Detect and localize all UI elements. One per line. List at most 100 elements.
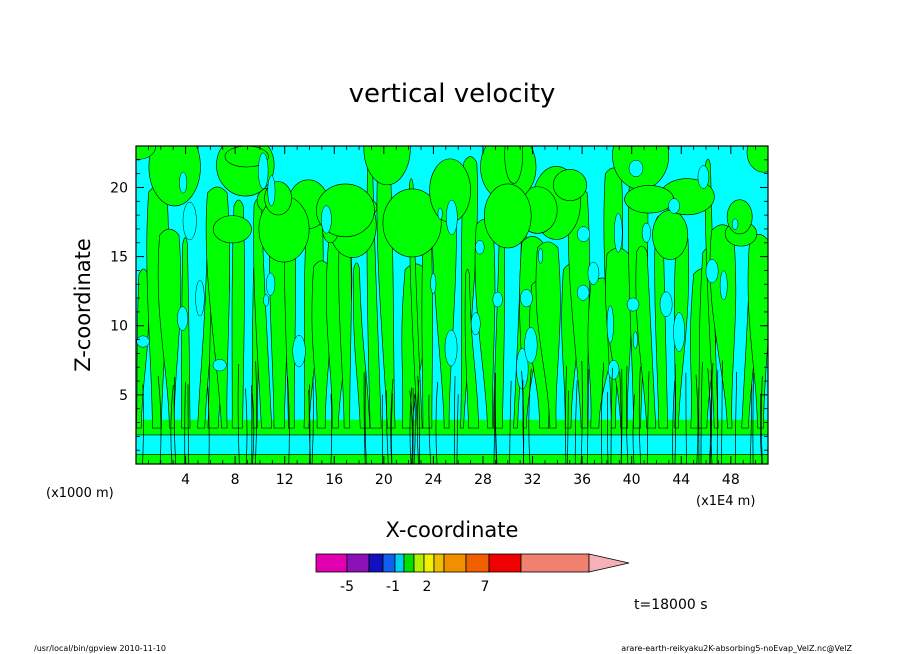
colorbar-tick-label: 7: [481, 579, 490, 595]
footer-right: arare-earth-reikyaku2K-absorbing5-noEvap…: [621, 644, 852, 653]
colorbar-swatch: [520, 553, 590, 573]
contour-line: [760, 376, 763, 464]
contour-line: [417, 375, 420, 464]
colorbar-swatch: [346, 553, 370, 573]
contour-line: [606, 391, 609, 464]
x-tick-label: 20: [375, 472, 393, 488]
colorbar-arrow: [588, 553, 630, 573]
upper-updraft-patch: [624, 185, 674, 214]
updraft-plume: [421, 226, 433, 429]
upper-updraft-patch: [652, 210, 689, 260]
plot-frame: [135, 145, 769, 465]
colorbar-swatch: [488, 553, 522, 573]
chart-title: vertical velocity: [349, 79, 556, 109]
colorbar-swatch: [433, 553, 445, 573]
downdraft-cell: [576, 226, 591, 242]
downdraft-cell: [576, 284, 590, 301]
downdraft-cell: [697, 165, 710, 189]
x-tick-label: 28: [474, 472, 492, 488]
colorbar-swatch: [413, 553, 425, 573]
contour-line: [308, 389, 311, 464]
colorbar-tick-label: -5: [340, 579, 354, 595]
contour-line: [311, 376, 314, 464]
contour-line: [391, 393, 393, 464]
colorbar-swatch: [443, 553, 467, 573]
time-label: t=18000 s: [634, 597, 708, 613]
x-axis-label: X-coordinate: [386, 518, 519, 542]
contour-line: [749, 384, 753, 464]
contour-line: [187, 384, 190, 464]
contour-line: [142, 384, 144, 464]
downdraft-cell: [267, 175, 276, 207]
y-tick-label: 15: [110, 250, 128, 266]
downdraft-cell: [430, 273, 437, 294]
downdraft-cell: [437, 207, 443, 220]
contour-line: [454, 376, 456, 464]
downdraft-cell: [538, 247, 543, 264]
contour-line: [601, 362, 605, 464]
x-tick-label: 40: [623, 472, 641, 488]
downdraft-cell: [182, 201, 197, 241]
updraft-plume: [747, 234, 768, 429]
contour-line: [170, 384, 174, 464]
downdraft-cell: [731, 218, 739, 230]
contour-line: [759, 393, 763, 464]
downdraft-cell: [641, 222, 651, 243]
contour-line: [646, 371, 650, 464]
x-unit-left: (x1000 m): [46, 486, 114, 501]
y-tick-label: 20: [110, 180, 128, 196]
plot-area: [135, 145, 769, 465]
contour-line: [752, 372, 754, 464]
upper-updraft-patch: [726, 199, 753, 235]
contour-line: [632, 394, 635, 464]
upper-updraft-patch: [552, 169, 587, 201]
contour-line: [409, 390, 413, 464]
downdraft-cell: [632, 331, 638, 350]
y-tick-label: 5: [119, 388, 128, 404]
downdraft-cell: [520, 289, 533, 308]
x-tick-label: 48: [722, 472, 740, 488]
velocity-field: [136, 146, 768, 464]
contour-line: [386, 390, 389, 464]
contour-line: [237, 364, 240, 464]
x-tick-label: 24: [424, 472, 442, 488]
downdraft-cell: [136, 335, 150, 348]
downdraft-cell: [195, 279, 205, 317]
contour-line: [245, 388, 248, 464]
footer-left: /usr/local/bin/gpview 2010-11-10: [34, 644, 166, 653]
downdraft-cell: [705, 259, 719, 284]
contour-line: [509, 380, 512, 464]
colorbar-swatch: [403, 553, 415, 573]
upper-updraft-patch: [382, 188, 442, 258]
contour-line: [674, 363, 677, 464]
contour-line: [695, 374, 699, 464]
downdraft-cell: [292, 335, 306, 368]
colorbar-swatch: [465, 553, 490, 573]
contour-line: [428, 394, 431, 464]
upper-updraft-patch: [483, 183, 532, 249]
updraft-plume: [136, 268, 149, 429]
colorbar-tick-label: -1: [386, 579, 400, 595]
downdraft-cell: [179, 171, 188, 194]
upper-updraft-patch: [504, 146, 523, 184]
contour-line: [700, 362, 703, 464]
contour-line: [173, 377, 176, 464]
downdraft-cell: [470, 312, 481, 336]
contour-line: [456, 394, 459, 464]
upper-updraft-patch: [148, 146, 201, 207]
y-tick-label: 10: [110, 319, 128, 335]
downdraft-cell: [606, 305, 614, 344]
downdraft-cell: [266, 272, 276, 296]
downdraft-cell: [321, 205, 332, 234]
upper-updraft-patch: [612, 146, 670, 190]
upper-updraft-patch: [746, 146, 768, 173]
colorbar-swatch: [423, 553, 435, 573]
updraft-plume: [535, 241, 561, 429]
contour-line: [184, 382, 186, 464]
colorbar-tick-label: 2: [423, 579, 432, 595]
contour-line: [574, 380, 578, 464]
contour-line: [721, 360, 723, 464]
colorbar-swatch: [382, 553, 396, 573]
downdraft-cell: [607, 359, 620, 380]
